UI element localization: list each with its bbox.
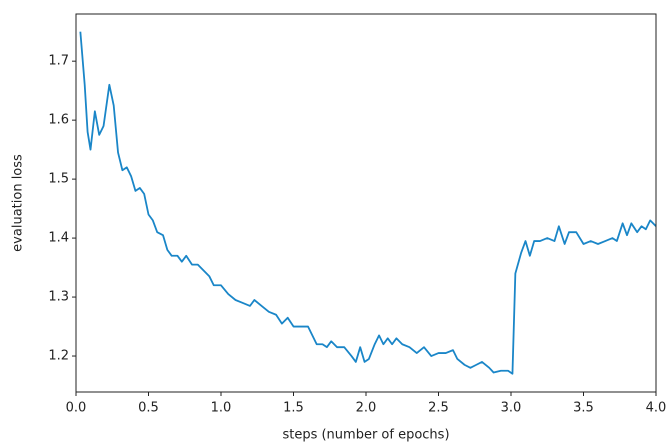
x-tick-label: 1.0 — [211, 401, 232, 416]
x-tick-label: 2.0 — [356, 401, 377, 416]
x-tick-label: 0.0 — [66, 401, 87, 416]
plot-frame — [75, 13, 657, 393]
data-line — [79, 31, 657, 375]
x-tick-label: 1.5 — [283, 401, 304, 416]
x-tick-label: 4.0 — [646, 401, 667, 416]
x-tick-label: 3.0 — [501, 401, 522, 416]
x-tick-label: 3.5 — [573, 401, 594, 416]
y-tick-label: 1.6 — [48, 113, 69, 128]
x-axis-label: steps (number of epochs) — [282, 428, 449, 443]
y-tick-label: 1.4 — [48, 231, 69, 246]
y-axis-label: evaluation loss — [11, 154, 26, 252]
y-tick-label: 1.5 — [48, 172, 69, 187]
y-tick-label: 1.3 — [48, 290, 69, 305]
x-tick-label: 2.5 — [428, 401, 449, 416]
x-tick-label: 0.5 — [138, 401, 159, 416]
y-tick-label: 1.7 — [48, 54, 69, 69]
y-tick-label: 1.2 — [48, 349, 69, 364]
